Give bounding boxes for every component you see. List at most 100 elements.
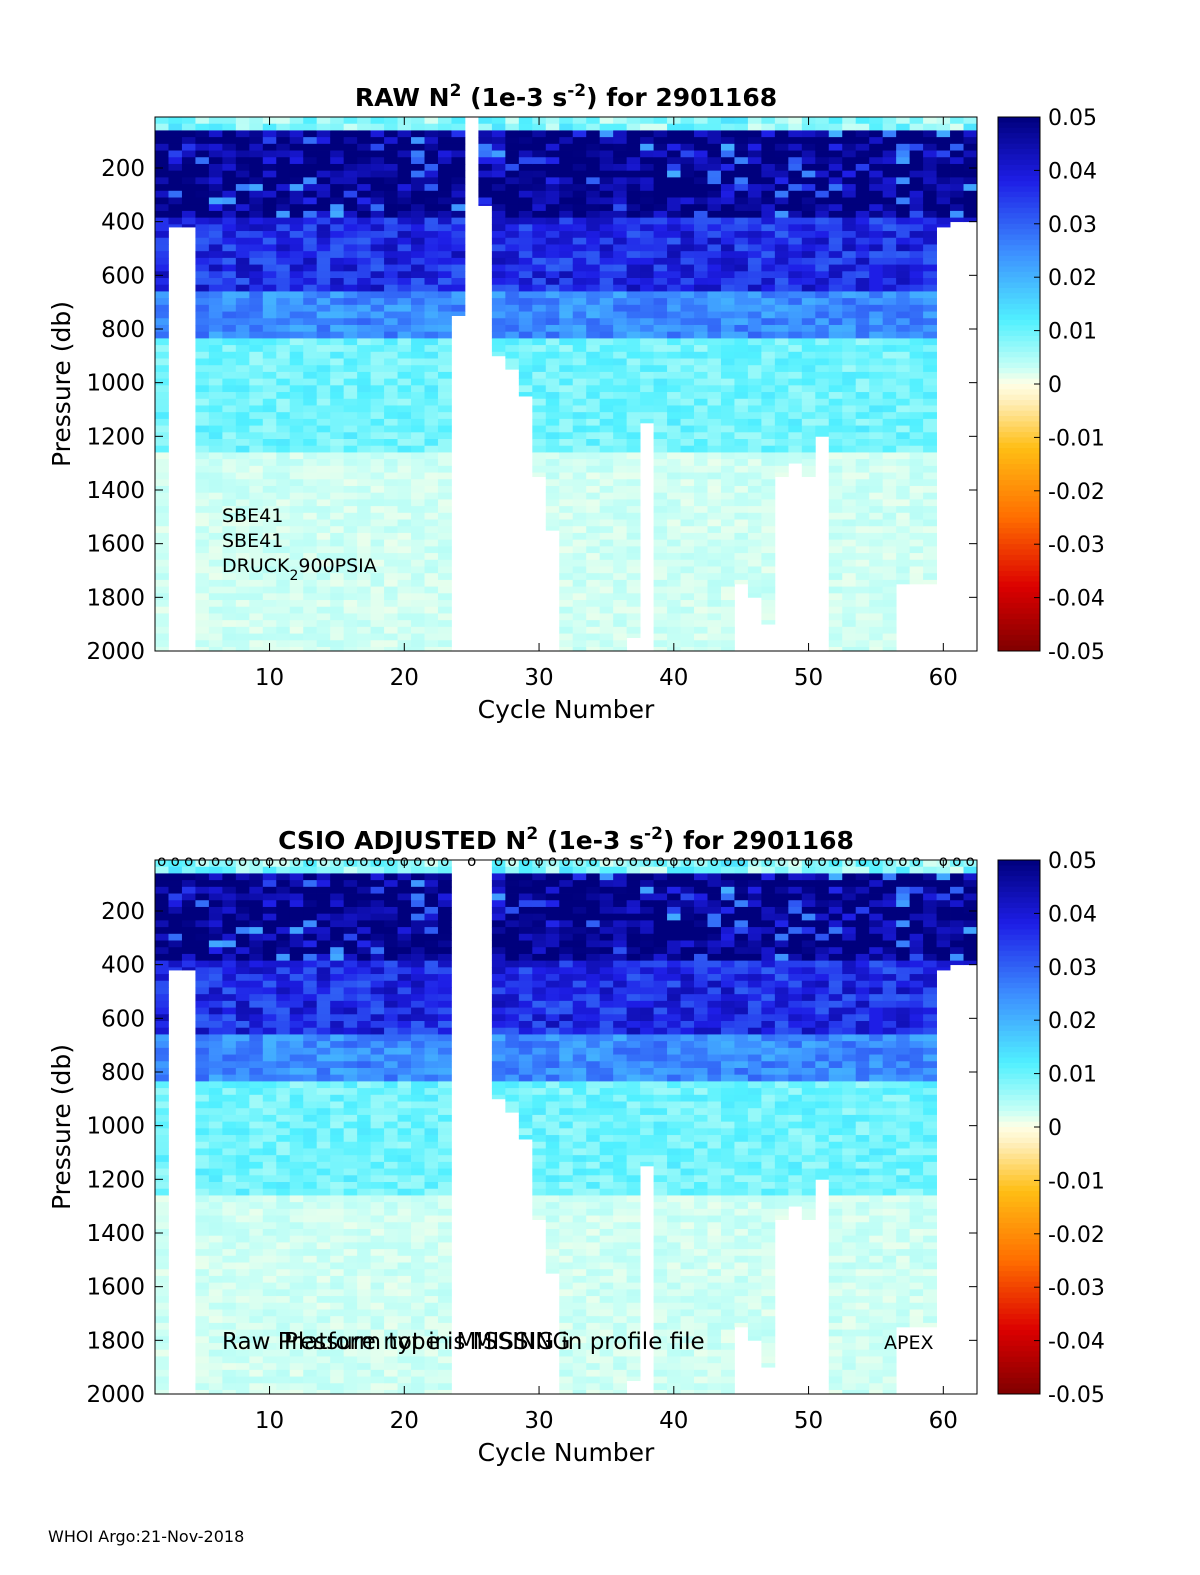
heatmap-cell xyxy=(882,311,897,319)
heatmap-cell xyxy=(532,231,547,239)
heatmap-cell xyxy=(289,1376,304,1384)
heatmap-cell xyxy=(195,311,210,319)
heatmap-cell xyxy=(653,539,668,547)
heatmap-cell xyxy=(316,358,331,366)
heatmap-cell xyxy=(626,231,641,239)
heatmap-cell xyxy=(235,953,250,962)
heatmap-cell xyxy=(491,244,506,252)
heatmap-cell xyxy=(222,1202,237,1210)
heatmap-cell xyxy=(330,539,345,547)
heatmap-cell xyxy=(370,526,385,534)
heatmap-cell xyxy=(276,130,291,138)
heatmap-cell xyxy=(357,465,372,473)
heatmap-cell xyxy=(303,405,318,413)
heatmap-cell xyxy=(370,318,385,326)
heatmap-cell xyxy=(195,920,210,928)
heatmap-cell xyxy=(370,345,385,353)
heatmap-cell xyxy=(155,606,169,614)
heatmap-cell xyxy=(289,1148,304,1156)
heatmap-cell xyxy=(559,539,574,547)
heatmap-cell xyxy=(437,244,452,252)
heatmap-cell xyxy=(222,117,237,125)
heatmap-cell xyxy=(640,190,654,198)
heatmap-cell xyxy=(788,345,803,353)
heatmap-cell xyxy=(761,237,776,245)
heatmap-cell xyxy=(276,150,291,158)
heatmap-cell xyxy=(316,432,331,440)
colorbar-segment xyxy=(998,426,1040,433)
heatmap-cell xyxy=(397,163,412,172)
heatmap-cell xyxy=(545,519,560,527)
heatmap-cell xyxy=(437,432,452,440)
heatmap-cell xyxy=(195,546,210,554)
heatmap-cell xyxy=(235,1316,250,1324)
heatmap-cell xyxy=(424,465,439,473)
heatmap-cell xyxy=(747,405,762,413)
heatmap-cell xyxy=(923,244,937,252)
heatmap-cell xyxy=(747,318,762,326)
heatmap-cell xyxy=(249,1121,264,1129)
heatmap-cell xyxy=(262,311,277,319)
heatmap-cell xyxy=(343,331,358,339)
heatmap-cell xyxy=(747,546,762,554)
heatmap-cell xyxy=(411,398,425,406)
heatmap-cell xyxy=(640,117,654,125)
heatmap-cell xyxy=(909,385,924,393)
heatmap-cell xyxy=(276,1101,291,1109)
heatmap-cell xyxy=(613,459,628,467)
heatmap-cell xyxy=(842,271,857,279)
heatmap-cell xyxy=(747,532,762,541)
heatmap-cell xyxy=(882,371,897,380)
heatmap-cell xyxy=(586,613,601,621)
heatmap-cell xyxy=(518,143,533,151)
heatmap-cell xyxy=(276,345,291,353)
heatmap-cell xyxy=(181,177,196,185)
heatmap-cell xyxy=(626,204,641,212)
heatmap-cell xyxy=(626,546,641,554)
heatmap-cell xyxy=(613,284,628,292)
heatmap-cell xyxy=(195,284,210,292)
heatmap-cell xyxy=(262,1202,277,1210)
heatmap-cell xyxy=(155,913,169,921)
heatmap-cell xyxy=(842,244,857,252)
colorbar-segment xyxy=(998,586,1040,593)
heatmap-cell xyxy=(357,217,372,225)
heatmap-cell xyxy=(613,217,628,225)
heatmap-cell xyxy=(788,459,803,464)
heatmap-cell xyxy=(357,439,372,447)
heatmap-cell xyxy=(195,1255,210,1263)
heatmap-cell xyxy=(168,177,183,185)
heatmap-cell xyxy=(195,1054,210,1062)
heatmap-cell xyxy=(667,210,681,219)
heatmap-cell xyxy=(235,291,250,299)
panel-adjusted: CSIO ADJUSTED N2 (1e-3 s-2) for 2901168 … xyxy=(47,824,1105,1467)
heatmap-cell xyxy=(289,1349,304,1357)
heatmap-cell xyxy=(788,425,803,433)
heatmap-cell xyxy=(963,143,978,151)
heatmap-cell xyxy=(181,913,196,921)
heatmap-cell xyxy=(545,257,560,265)
heatmap-cell xyxy=(720,512,735,520)
heatmap-cell xyxy=(734,378,749,386)
heatmap-cell xyxy=(613,378,628,386)
heatmap-cell xyxy=(424,378,439,386)
heatmap-cell xyxy=(734,418,749,426)
heatmap-cell xyxy=(276,378,291,386)
heatmap-cell xyxy=(411,298,425,306)
heatmap-cell xyxy=(626,284,641,292)
heatmap-cell xyxy=(330,163,345,172)
heatmap-cell xyxy=(855,351,870,359)
heatmap-cell xyxy=(249,960,264,968)
colorbar-segment xyxy=(998,271,1040,278)
heatmap-cell xyxy=(626,184,641,192)
colorbar-segment xyxy=(998,533,1040,540)
heatmap-cell xyxy=(168,130,183,138)
heatmap-cell xyxy=(788,190,803,198)
heatmap-cell xyxy=(613,351,628,359)
heatmap-cell xyxy=(370,506,385,514)
heatmap-cell xyxy=(532,177,547,185)
heatmap-cell xyxy=(505,291,520,299)
heatmap-cell xyxy=(437,163,452,172)
heatmap-cell xyxy=(262,1155,277,1163)
heatmap-cell xyxy=(896,231,911,239)
